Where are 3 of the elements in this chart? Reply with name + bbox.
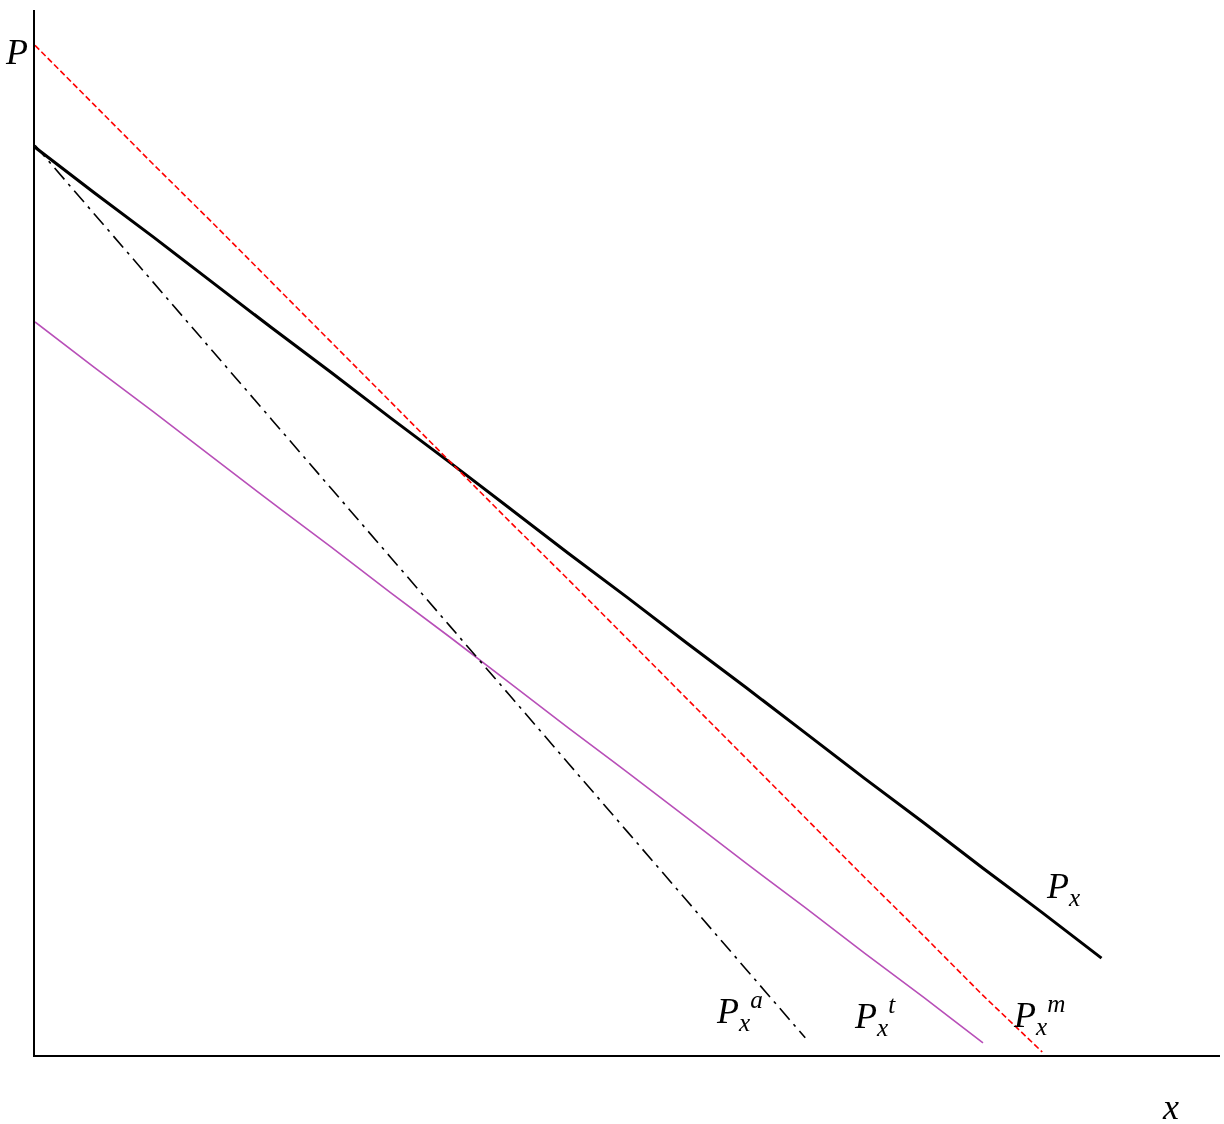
y-axis-title: P <box>5 32 28 72</box>
x-axis-title: x <box>1162 1087 1179 1124</box>
series-label: P$_{x}$ <box>1046 866 1081 911</box>
